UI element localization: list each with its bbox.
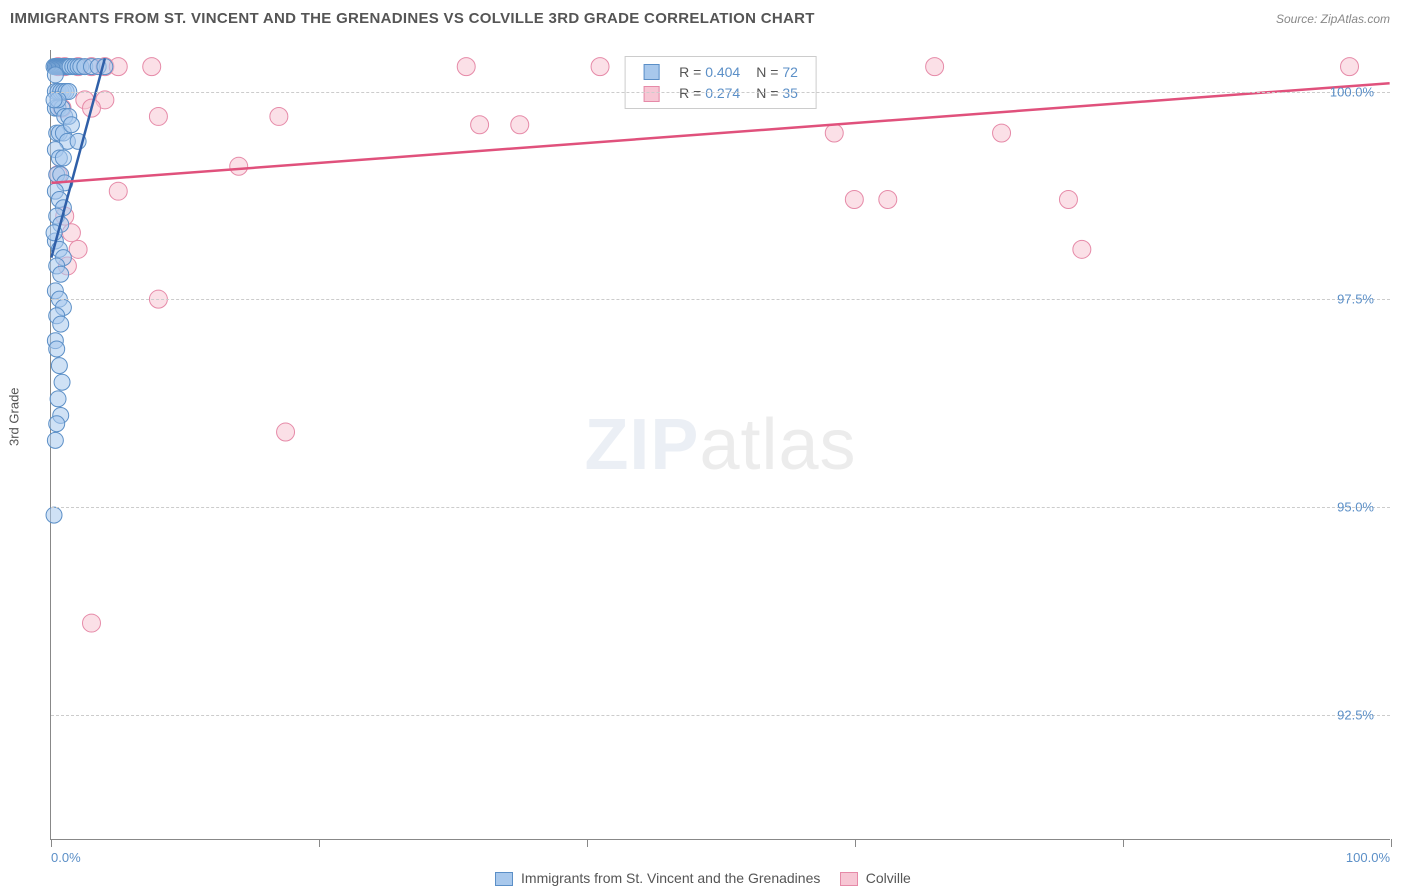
data-point bbox=[1073, 240, 1091, 258]
chart-container: IMMIGRANTS FROM ST. VINCENT AND THE GREN… bbox=[0, 0, 1406, 892]
gridline-h bbox=[51, 507, 1390, 508]
x-tick-label: 100.0% bbox=[1346, 850, 1390, 865]
data-point bbox=[50, 391, 66, 407]
data-point bbox=[63, 117, 79, 133]
tick-x bbox=[587, 839, 588, 847]
data-point bbox=[53, 316, 69, 332]
data-point bbox=[277, 423, 295, 441]
gridline-h bbox=[51, 715, 1390, 716]
data-point bbox=[54, 374, 70, 390]
plot-svg bbox=[51, 50, 1390, 839]
data-point bbox=[591, 58, 609, 76]
data-point bbox=[149, 107, 167, 125]
data-point bbox=[53, 266, 69, 282]
data-point bbox=[1341, 58, 1359, 76]
tick-x bbox=[1123, 839, 1124, 847]
x-tick-label: 0.0% bbox=[51, 850, 81, 865]
data-point bbox=[230, 157, 248, 175]
legend-stats-row-0: R = 0.404 N = 72 bbox=[635, 61, 806, 82]
gridline-h bbox=[51, 92, 1390, 93]
chart-title: IMMIGRANTS FROM ST. VINCENT AND THE GREN… bbox=[10, 10, 815, 27]
data-point bbox=[51, 358, 67, 374]
source-label: Source: ZipAtlas.com bbox=[1276, 12, 1390, 26]
data-point bbox=[471, 116, 489, 134]
data-point bbox=[457, 58, 475, 76]
data-point bbox=[1059, 191, 1077, 209]
tick-x bbox=[51, 839, 52, 847]
data-point bbox=[47, 432, 63, 448]
data-point bbox=[49, 341, 65, 357]
swatch-bottom-1 bbox=[840, 872, 858, 886]
r-val-0: 0.404 bbox=[705, 64, 740, 80]
swatch-series-1 bbox=[643, 86, 659, 102]
r-label-1: R = bbox=[679, 85, 701, 101]
swatch-series-0 bbox=[643, 64, 659, 80]
r-val-1: 0.274 bbox=[705, 85, 740, 101]
n-val-1: 35 bbox=[782, 85, 798, 101]
data-point bbox=[49, 416, 65, 432]
legend-bottom: Immigrants from St. Vincent and the Gren… bbox=[0, 870, 1406, 886]
data-point bbox=[47, 67, 63, 83]
r-label-0: R = bbox=[679, 64, 701, 80]
data-point bbox=[55, 150, 71, 166]
legend-bottom-label-0: Immigrants from St. Vincent and the Gren… bbox=[521, 870, 820, 886]
data-point bbox=[69, 240, 87, 258]
n-val-0: 72 bbox=[782, 64, 798, 80]
data-point bbox=[993, 124, 1011, 142]
y-tick-label: 100.0% bbox=[1330, 84, 1374, 99]
data-point bbox=[879, 191, 897, 209]
tick-x bbox=[855, 839, 856, 847]
n-label-1: N = bbox=[756, 85, 778, 101]
legend-bottom-label-1: Colville bbox=[866, 870, 911, 886]
tick-x bbox=[319, 839, 320, 847]
gridline-h bbox=[51, 299, 1390, 300]
data-point bbox=[143, 58, 161, 76]
data-point bbox=[46, 507, 62, 523]
plot-area: ZIPatlas R = 0.404 N = 72 R = 0.274 N = … bbox=[50, 50, 1390, 840]
y-tick-label: 95.0% bbox=[1337, 500, 1374, 515]
data-point bbox=[109, 182, 127, 200]
data-point bbox=[83, 614, 101, 632]
data-point bbox=[825, 124, 843, 142]
swatch-bottom-0 bbox=[495, 872, 513, 886]
data-point bbox=[845, 191, 863, 209]
data-point bbox=[46, 92, 62, 108]
data-point bbox=[926, 58, 944, 76]
legend-stats-row-1: R = 0.274 N = 35 bbox=[635, 82, 806, 103]
n-label-0: N = bbox=[756, 64, 778, 80]
data-point bbox=[511, 116, 529, 134]
legend-stats: R = 0.404 N = 72 R = 0.274 N = 35 bbox=[624, 56, 817, 109]
data-point bbox=[270, 107, 288, 125]
y-axis-title: 3rd Grade bbox=[7, 387, 22, 446]
y-tick-label: 97.5% bbox=[1337, 292, 1374, 307]
y-tick-label: 92.5% bbox=[1337, 708, 1374, 723]
tick-x bbox=[1391, 839, 1392, 847]
